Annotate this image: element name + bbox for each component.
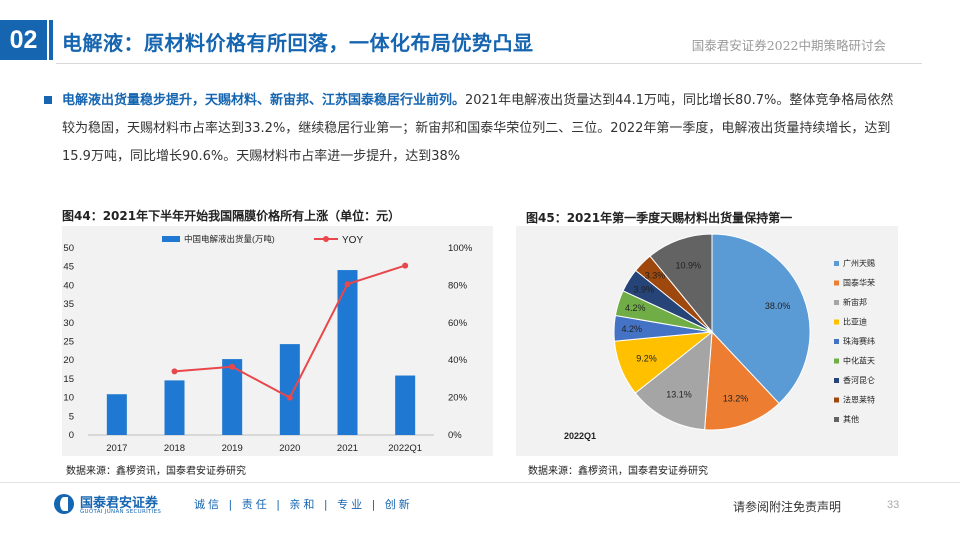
legend-swatch <box>834 339 839 344</box>
bar <box>164 380 185 435</box>
legend-swatch-bar <box>162 236 180 242</box>
pie-value-label: 4.2% <box>625 303 646 313</box>
bar <box>106 394 127 435</box>
pie-value-label: 9.2% <box>636 353 657 363</box>
pie-slice <box>704 330 780 431</box>
bar <box>337 270 358 435</box>
x-tick-label: 2020 <box>279 443 300 454</box>
pie-slice <box>634 330 713 431</box>
legend-label-line: YOY <box>342 235 363 246</box>
pie-value-label: 38.0% <box>765 301 791 311</box>
company-slogan: 诚信 | 责任 | 亲和 | 专业 | 创新 <box>194 498 413 511</box>
legend-swatch <box>834 280 839 286</box>
legend-label: 中化蓝天 <box>843 356 875 366</box>
y-right-tick-label: 0% <box>448 430 462 441</box>
bullet-square-icon <box>44 96 52 104</box>
legend-label: 比亚迪 <box>843 317 867 327</box>
pie-value-label: 3.9% <box>633 285 654 295</box>
footer-rule <box>0 482 960 483</box>
logo-text: 国泰君安证券 <box>80 496 159 511</box>
summary-paragraph: 电解液出货量稳步提升，天赐材料、新宙邦、江苏国泰稳居行业前列。2021年电解液出… <box>62 87 902 171</box>
y-left-tick-label: 40 <box>63 280 74 291</box>
legend-label: 香河昆仑 <box>843 375 875 385</box>
figure44-title: 图44：2021年下半年开始我国隔膜价格所有上涨（单位：元） <box>62 209 401 223</box>
legend-swatch <box>834 319 839 325</box>
y-left-tick-label: 25 <box>63 337 74 348</box>
legend-label: 其他 <box>843 414 859 424</box>
legend-label: 国泰华荣 <box>843 278 875 288</box>
yoy-point <box>402 262 409 269</box>
x-tick-label: 2019 <box>222 443 243 454</box>
yoy-point <box>171 368 178 375</box>
legend-swatch <box>834 261 839 266</box>
x-tick-label: 2021 <box>337 443 358 454</box>
bar <box>395 375 416 435</box>
pie-value-label: 10.9% <box>676 261 702 271</box>
section-number: 02 <box>0 20 47 60</box>
legend-label: 法恩莱特 <box>843 395 875 405</box>
x-tick-label: 2018 <box>164 443 185 454</box>
pie-value-label: 13.1% <box>666 389 692 399</box>
yoy-point <box>229 363 236 370</box>
figure45-title: 图45：2021年第一季度天赐材料出货量保持第一 <box>526 211 793 225</box>
yoy-point <box>286 394 293 401</box>
bar <box>279 344 300 435</box>
legend-swatch <box>834 397 839 403</box>
disclaimer-link[interactable]: 请参阅附注免责声明 <box>733 500 842 514</box>
pie-value-label: 13.2% <box>723 394 749 404</box>
y-left-tick-label: 35 <box>63 299 74 310</box>
y-left-tick-label: 5 <box>69 411 74 422</box>
summary-highlight: 电解液出货量稳步提升，天赐材料、新宙邦、江苏国泰稳居行业前列。 <box>62 93 466 108</box>
legend-swatch <box>834 378 839 383</box>
header-rule <box>56 63 922 64</box>
y-left-tick-label: 15 <box>63 374 74 385</box>
section-divider <box>49 20 53 60</box>
y-left-tick-label: 50 <box>63 243 74 254</box>
legend-label: 新宙邦 <box>843 297 867 307</box>
y-left-tick-label: 45 <box>63 262 74 273</box>
x-tick-label: 2022Q1 <box>388 443 422 454</box>
x-tick-label: 2017 <box>106 443 127 454</box>
figure44-source: 数据来源：鑫椤资讯，国泰君安证券研究 <box>66 466 246 477</box>
pie-caption: 2022Q1 <box>564 431 596 441</box>
y-right-tick-label: 60% <box>448 318 468 329</box>
pie-slice <box>649 233 713 334</box>
legend-label-bar: 中国电解液出货量(万吨) <box>184 234 275 244</box>
pie-chart: 38.0% 13.2% 13.1% 9.2% 4.2% 4.2% 3.9% 3.3% 10.9%… <box>564 233 875 441</box>
yoy-point <box>344 281 351 288</box>
y-left-tick-label: 30 <box>63 318 74 329</box>
legend-swatch <box>834 300 839 305</box>
bar-line-chart: 0 5 10 15 20 25 30 35 40 45 50 0% 20% 40% 60% 80% 100% 20… <box>63 234 473 454</box>
y-right-tick-label: 80% <box>448 280 468 291</box>
y-left-tick-label: 20 <box>63 355 74 366</box>
figure45-chart: 38.0% 13.2% 13.1% 9.2% 4.2% 4.2% 3.9% 3.3% 10.9%… <box>516 226 898 456</box>
y-right-tick-label: 40% <box>448 355 468 366</box>
pie-value-label: 3.3% <box>645 270 666 280</box>
summary-body: 2021年电解液出货量达到44.1万吨，同比增长80.7%。整体竞争格局依然较为… <box>62 93 894 164</box>
y-left-tick-label: 0 <box>69 430 74 441</box>
legend-label: 珠海赛纬 <box>843 336 875 346</box>
event-name: 国泰君安证券2022中期策略研讨会 <box>691 38 886 53</box>
page-number: 33 <box>887 499 900 511</box>
bar <box>222 359 243 435</box>
logo-english-text: GUOTAI JUNAN SECURITIES <box>80 509 162 515</box>
y-right-tick-label: 100% <box>448 243 473 254</box>
company-logo-icon <box>54 494 74 514</box>
page-title: 电解液：原材料价格有所回落，一体化布局优势凸显 <box>62 31 534 55</box>
y-left-tick-label: 10 <box>63 393 74 404</box>
legend-swatch <box>834 358 839 364</box>
legend-label: 广州天赐 <box>843 258 875 268</box>
figure44-chart: 0 5 10 15 20 25 30 35 40 45 50 0% 20% 40% 60% 80% 100% 20… <box>62 226 493 456</box>
figure45-source: 数据来源：鑫椤资讯，国泰君安证券研究 <box>528 466 708 477</box>
pie-slice <box>711 233 811 405</box>
pie-value-label: 4.2% <box>621 324 642 334</box>
legend-marker-line <box>323 236 329 242</box>
legend-swatch <box>834 417 839 422</box>
y-right-tick-label: 20% <box>448 393 468 404</box>
